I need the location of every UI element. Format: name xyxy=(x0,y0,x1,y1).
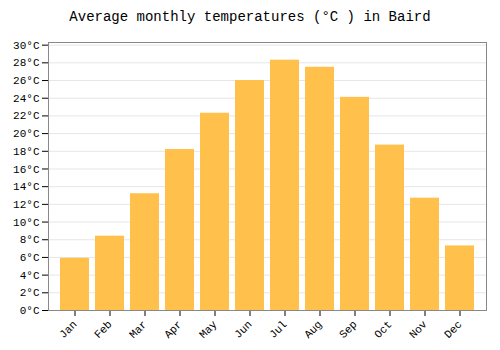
svg-text:2°C: 2°C xyxy=(20,287,40,299)
svg-text:22°C: 22°C xyxy=(13,110,40,122)
svg-text:12°C: 12°C xyxy=(13,199,40,211)
svg-text:26°C: 26°C xyxy=(13,75,40,87)
svg-text:Jul: Jul xyxy=(267,318,289,340)
svg-text:Jan: Jan xyxy=(57,318,79,340)
svg-text:16°C: 16°C xyxy=(13,164,40,176)
svg-text:18°C: 18°C xyxy=(13,146,40,158)
svg-text:Feb: Feb xyxy=(92,318,114,340)
svg-text:Oct: Oct xyxy=(372,318,394,340)
svg-text:Nov: Nov xyxy=(407,318,430,341)
svg-text:20°C: 20°C xyxy=(13,128,40,140)
svg-text:14°C: 14°C xyxy=(13,181,40,193)
svg-text:Sep: Sep xyxy=(337,318,359,340)
svg-text:8°C: 8°C xyxy=(20,234,40,246)
svg-text:4°C: 4°C xyxy=(20,270,40,282)
svg-text:Aug: Aug xyxy=(302,318,324,340)
svg-text:Jun: Jun xyxy=(232,318,254,340)
svg-text:30°C: 30°C xyxy=(13,40,40,52)
svg-text:24°C: 24°C xyxy=(13,93,40,105)
svg-text:Dec: Dec xyxy=(442,318,464,340)
html-text:Average monthly temperatures (: Average monthly temperatures (°C ) in Ba… xyxy=(69,9,431,25)
svg-text:May: May xyxy=(197,318,220,341)
svg-text:10°C: 10°C xyxy=(13,217,40,229)
svg-text:28°C: 28°C xyxy=(13,57,40,69)
svg-text:6°C: 6°C xyxy=(20,252,40,264)
svg-text:0°C: 0°C xyxy=(20,305,40,317)
svg-text:Mar: Mar xyxy=(127,318,149,340)
svg-text:Apr: Apr xyxy=(162,318,184,340)
